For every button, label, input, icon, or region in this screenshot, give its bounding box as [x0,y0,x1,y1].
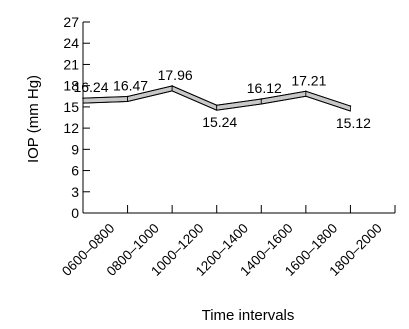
data-point [260,98,263,100]
y-tick-label: 15 [63,99,79,115]
data-label: 17.21 [291,72,326,88]
y-axis-title: IOP (mm Hg) [25,75,42,163]
y-tick-label: 6 [71,163,79,179]
data-point [171,85,173,87]
y-tick-label: 12 [63,120,79,136]
x-axis-title: Time intervals [202,307,295,324]
y-tick-group: 0 3 6 9 12 15 18 21 24 27 [63,14,90,221]
data-label: 15.24 [202,114,237,130]
data-label: 16.47 [113,77,148,93]
y-tick-label: 21 [63,56,79,72]
y-tick-label: 3 [71,184,79,200]
data-label-group: 16.24 16.47 17.96 15.24 16.12 17.21 15.12 [73,67,371,131]
data-point [215,104,218,106]
y-tick-label: 9 [71,141,79,157]
series-group [82,85,352,112]
data-label: 15.12 [336,115,371,131]
y-tick-label: 0 [71,205,79,221]
series-ribbon-segment [171,85,218,111]
data-label: 16.24 [73,79,108,95]
data-point [126,95,129,98]
y-tick-label: 18 [63,78,79,94]
data-label: 17.96 [158,67,193,83]
data-point [305,90,307,93]
y-tick-label: 27 [63,14,79,30]
y-tick-label: 24 [63,35,79,51]
data-label: 16.12 [247,80,282,96]
series-line-lower-edge [82,90,351,112]
data-point [349,105,352,107]
series-ribbon-segment [305,90,351,112]
x-tick-group: 0600–08000800–10001000–12001200–14001400… [59,205,396,279]
